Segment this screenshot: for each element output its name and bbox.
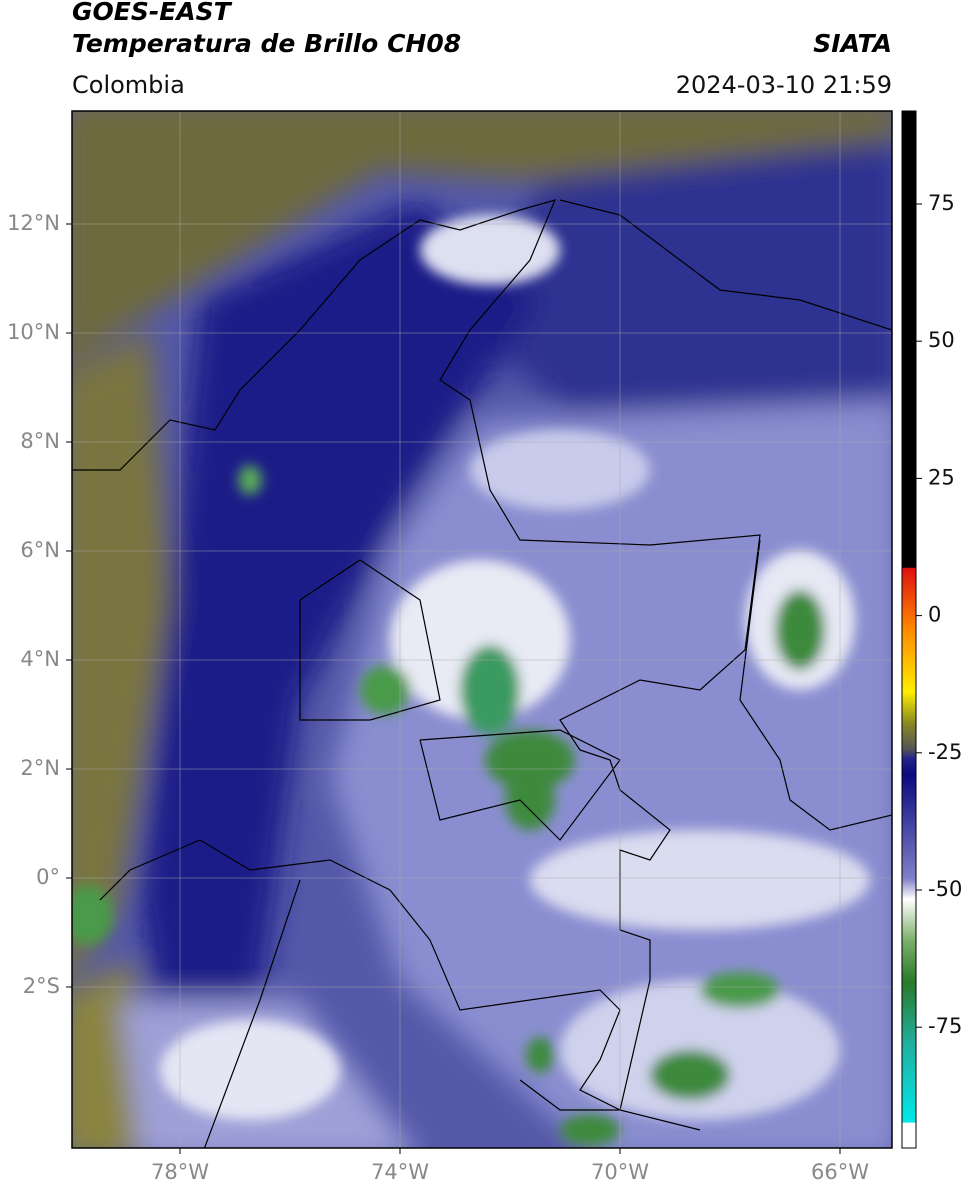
region: Colombia xyxy=(72,71,185,99)
lat-label: 6°N xyxy=(20,538,60,562)
lat-label: 0° xyxy=(36,865,60,889)
colorbar-label: 75 xyxy=(928,191,955,215)
lon-label: 70°W xyxy=(591,1160,649,1184)
colorbar-label: -25 xyxy=(928,740,962,764)
datetime: 2024-03-10 21:59 xyxy=(676,71,892,99)
source: SIATA xyxy=(813,29,892,58)
title: GOES-EAST xyxy=(72,0,233,26)
colorbar-label: -75 xyxy=(928,1014,962,1038)
colorbar xyxy=(901,110,917,1149)
lon-label: 66°W xyxy=(811,1160,869,1184)
subtitle: Temperatura de Brillo CH08 xyxy=(72,29,461,58)
lat-label: 8°N xyxy=(20,429,60,453)
lat-label: 12°N xyxy=(7,211,60,235)
colorbar-label: -50 xyxy=(928,877,962,901)
lon-label: 78°W xyxy=(151,1160,209,1184)
lat-label: 2°S xyxy=(23,974,60,998)
lat-label: 10°N xyxy=(7,320,60,344)
colorbar-label: 0 xyxy=(928,603,941,627)
colorbar-label: 50 xyxy=(928,328,955,352)
lat-label: 4°N xyxy=(20,647,60,671)
lat-label: 2°N xyxy=(20,756,60,780)
lon-label: 74°W xyxy=(371,1160,429,1184)
map-frame xyxy=(71,110,893,1149)
satellite-image xyxy=(72,111,892,1148)
colorbar-label: 25 xyxy=(928,465,955,489)
